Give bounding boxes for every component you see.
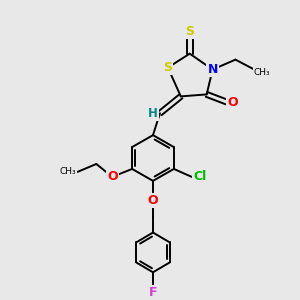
Text: N: N (207, 63, 218, 76)
Text: CH₃: CH₃ (254, 68, 271, 77)
Text: CH₃: CH₃ (59, 167, 76, 176)
Text: S: S (164, 61, 172, 74)
Text: O: O (107, 170, 118, 183)
Text: O: O (148, 194, 158, 207)
Text: Cl: Cl (193, 170, 206, 183)
Text: S: S (185, 25, 194, 38)
Text: H: H (148, 107, 158, 120)
Text: F: F (149, 286, 157, 299)
Text: O: O (227, 96, 238, 109)
